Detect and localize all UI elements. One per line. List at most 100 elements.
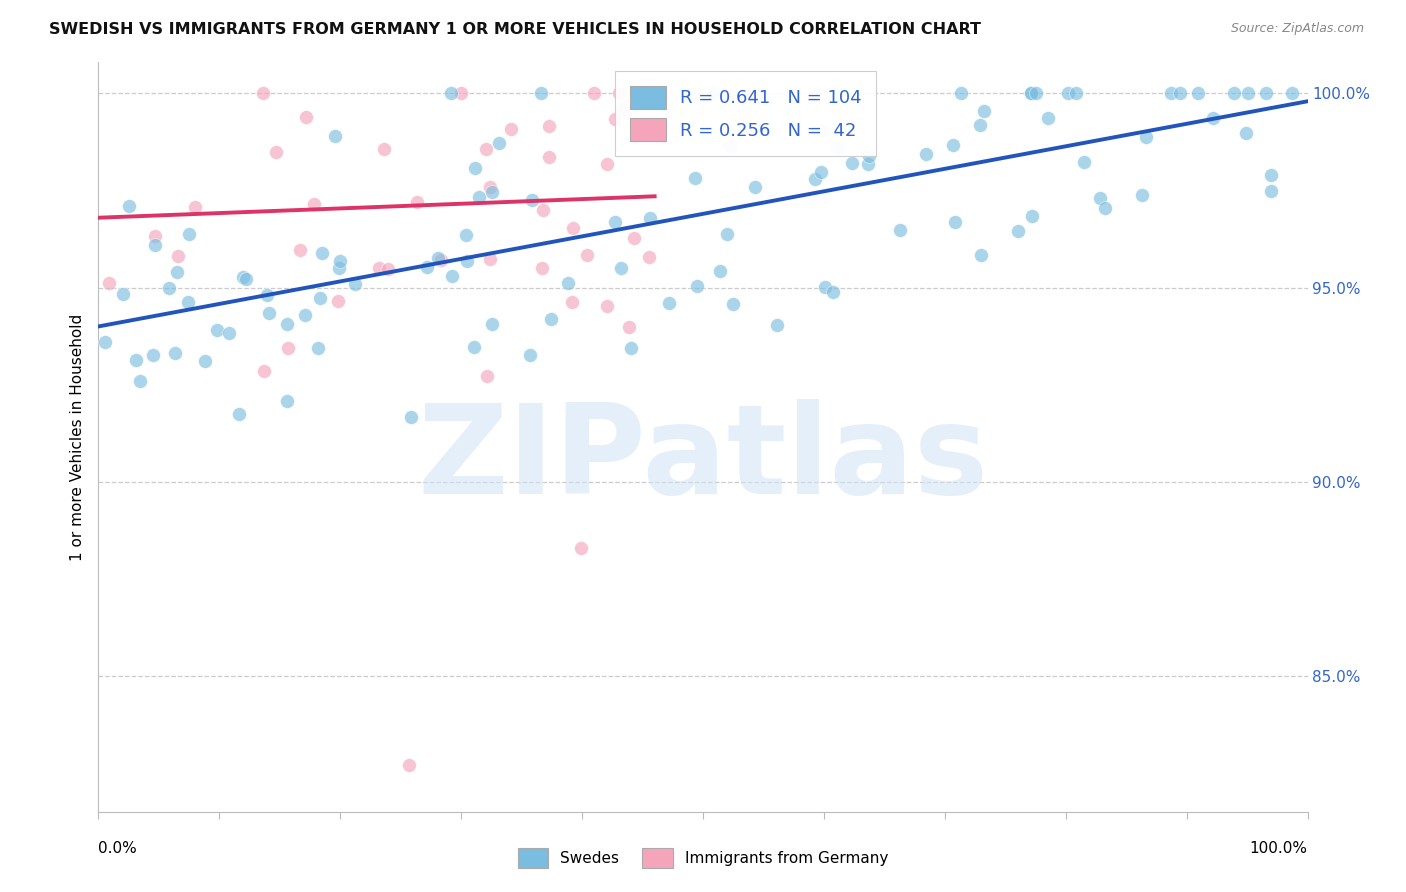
Point [415,260,437,275]
Point [603,112,626,127]
Point [129,375,152,389]
Point [218,326,240,340]
Point [620,341,643,355]
Point [475,142,498,156]
Point [595,156,617,170]
Point [112,287,135,301]
Point [1025,87,1047,101]
Point [638,211,661,226]
Point [499,122,522,136]
Point [295,110,318,124]
Point [1073,154,1095,169]
Point [456,227,478,242]
Point [811,124,834,138]
Point [1160,87,1182,101]
Point [702,87,724,101]
Point [841,156,863,170]
Point [748,87,770,101]
Point [467,190,489,204]
Point [401,410,423,425]
Point [569,541,592,555]
Point [488,136,510,150]
Point [624,87,647,101]
Legend: R = 0.641   N = 104, R = 0.256   N =  42: R = 0.641 N = 104, R = 0.256 N = 42 [616,71,876,156]
Point [1187,87,1209,101]
Point [430,253,453,268]
Point [1019,87,1042,101]
Point [803,171,825,186]
Point [1057,87,1080,101]
Point [288,244,311,258]
Point [582,87,605,101]
Point [427,252,450,266]
Point [232,269,254,284]
Point [481,185,503,199]
Point [1019,87,1042,101]
Point [531,203,554,218]
Point [744,179,766,194]
Point [439,87,461,101]
Point [766,318,789,332]
Point [325,128,347,143]
Point [276,394,298,409]
Point [889,223,911,237]
Point [143,228,166,243]
Point [478,179,501,194]
Point [520,193,543,207]
Point [538,120,561,134]
Point [942,137,965,152]
Point [538,150,561,164]
Point [257,306,280,320]
Point [609,261,631,276]
Point [1260,168,1282,182]
Text: 0.0%: 0.0% [98,841,138,856]
Point [183,200,205,214]
Point [856,157,879,171]
Point [810,164,832,178]
Point [94,335,117,350]
Point [596,299,619,313]
Point [1223,87,1246,101]
Point [686,279,709,293]
Point [276,317,298,331]
Point [235,271,257,285]
Point [194,354,217,368]
Point [277,341,299,355]
Point [973,103,995,118]
Point [1170,87,1192,101]
Point [1254,87,1277,101]
Point [157,281,180,295]
Point [1237,87,1260,101]
Point [557,276,579,290]
Point [266,145,288,160]
Point [373,142,395,156]
Point [858,149,880,163]
Point [177,227,200,242]
Point [1021,209,1043,223]
Point [716,227,738,242]
Point [326,293,349,308]
Point [827,141,849,155]
Y-axis label: 1 or more Vehicles in Household: 1 or more Vehicles in Household [69,313,84,561]
Point [167,249,190,263]
Text: SWEDISH VS IMMIGRANTS FROM GERMANY 1 OR MORE VEHICLES IN HOUSEHOLD CORRELATION C: SWEDISH VS IMMIGRANTS FROM GERMANY 1 OR … [49,22,981,37]
Point [328,261,350,276]
Point [1135,130,1157,145]
Point [658,295,681,310]
Point [450,87,472,101]
Point [463,340,485,354]
Point [205,323,228,337]
Point [307,341,329,355]
Point [1130,188,1153,202]
Point [721,297,744,311]
Point [561,295,583,310]
Point [562,221,585,235]
Point [914,147,936,161]
Point [1260,184,1282,198]
Point [607,87,630,101]
Point [530,261,553,276]
Point [969,119,991,133]
Point [610,103,633,117]
Point [481,317,503,331]
Point [165,346,187,360]
